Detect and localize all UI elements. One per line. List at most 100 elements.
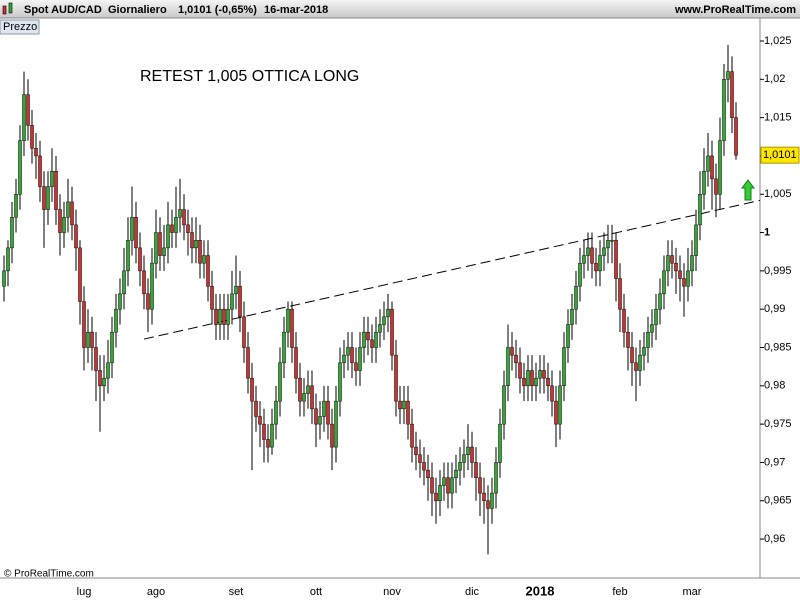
candle-body [602, 247, 606, 256]
candle-body [170, 224, 174, 233]
candle-body [178, 209, 182, 218]
candle-body [598, 255, 602, 272]
candle-body [674, 262, 678, 272]
candle-body [494, 462, 498, 494]
candle-body [638, 354, 642, 371]
candle-body [566, 324, 570, 348]
candle-body [418, 454, 422, 463]
candle-body [434, 492, 438, 502]
change-label: 1,0101 (-0,65%) [178, 4, 257, 16]
candle-body [402, 400, 406, 410]
candle-body [466, 446, 470, 456]
candle-body [50, 171, 54, 187]
candle-body [162, 247, 166, 256]
candle-body [6, 247, 10, 272]
candle-body [334, 400, 338, 448]
candle-body [322, 400, 326, 417]
candle-body [370, 339, 374, 348]
candle-body [430, 477, 434, 494]
candle-body [518, 362, 522, 379]
candle-body [298, 377, 302, 402]
candle-body [278, 362, 282, 402]
y-tick-label: 0,96 [764, 533, 785, 545]
title: Spot AUD/CAD [24, 4, 102, 16]
candle-body [606, 239, 610, 249]
candle-body [190, 232, 194, 249]
y-tick-label: 0,99 [764, 303, 785, 315]
panel-label-box [0, 19, 40, 35]
x-tick-label: ott [310, 586, 322, 598]
candle-body [730, 71, 734, 118]
candle-body [314, 408, 318, 425]
candle-body [646, 331, 650, 348]
y-tick-label: 1 [764, 226, 770, 238]
candle-body [202, 255, 206, 264]
candle-body [442, 477, 446, 486]
candle-body [390, 308, 394, 356]
candle-body [306, 385, 310, 394]
candle-body [214, 308, 218, 325]
candle-body [142, 270, 146, 295]
candle-body [266, 439, 270, 448]
candle-body [666, 255, 670, 272]
candle-body [486, 500, 490, 509]
candle-body [326, 400, 330, 425]
candle-body [350, 347, 354, 364]
panel-label: Prezzo [3, 21, 37, 33]
candle-body [194, 239, 198, 249]
header-icon [2, 2, 13, 15]
y-tick-label: 1,015 [764, 112, 792, 124]
candle-body [182, 209, 186, 226]
candle-body [394, 354, 398, 402]
candle-body [454, 469, 458, 479]
x-tick-label: 2018 [526, 583, 555, 598]
candle-body [330, 423, 334, 448]
candle-body [670, 255, 674, 264]
candle-body [270, 423, 274, 448]
x-tick-label: mar [683, 586, 702, 598]
candle-body [286, 308, 290, 333]
candle-body [570, 308, 574, 325]
candle-body [10, 216, 14, 249]
up-arrow-icon [741, 179, 755, 201]
candle-body [610, 239, 614, 242]
candle-body [586, 247, 590, 256]
candle-body [578, 262, 582, 287]
annotation: RETEST 1,005 OTTICA LONG [140, 68, 359, 85]
candle-body [358, 347, 362, 371]
candle-body [506, 347, 510, 387]
candle-body [102, 377, 106, 387]
candle-body [86, 331, 90, 348]
candle-body [186, 224, 190, 233]
period: Giornaliero [108, 4, 167, 16]
candle-body [242, 316, 246, 348]
candle-body [226, 308, 230, 325]
candle-body [138, 247, 142, 272]
candle-body [26, 94, 30, 126]
candle-body [338, 362, 342, 402]
x-tick-label: nov [383, 586, 401, 598]
candle-body [382, 316, 386, 325]
candle-body [734, 117, 738, 156]
x-tick-label: set [229, 586, 244, 598]
candle-body [534, 377, 538, 387]
candle-body [150, 262, 154, 310]
candle-body [398, 400, 402, 410]
candle-body [238, 285, 242, 318]
candle-body [218, 308, 222, 325]
candle-body [114, 308, 118, 333]
candle-body [366, 331, 370, 341]
candle-body [654, 308, 658, 325]
candle-body [90, 331, 94, 348]
candle-body [526, 370, 530, 387]
candle-body [474, 462, 478, 479]
candle-body [294, 347, 298, 379]
candle-body [146, 293, 150, 310]
candle-body [714, 178, 718, 195]
trendline [143, 199, 761, 340]
candle-body [62, 216, 66, 233]
candle-body [498, 423, 502, 463]
copyright: © ProRealTime.com [4, 569, 94, 580]
x-tick-label: ago [147, 586, 165, 598]
candle-body [198, 239, 202, 264]
